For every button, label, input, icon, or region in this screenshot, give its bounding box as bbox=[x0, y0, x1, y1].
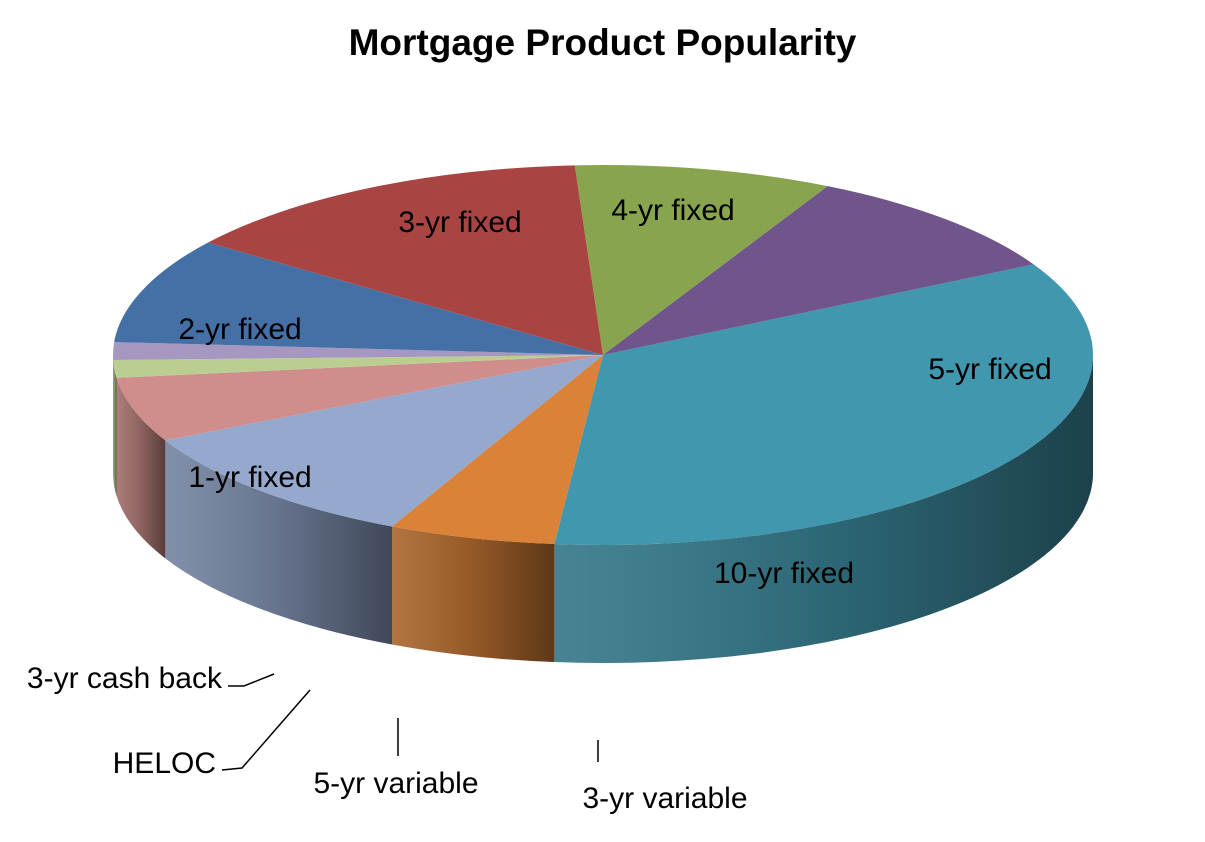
pie-slice-heloc bbox=[113, 355, 603, 378]
pie-slice-5-yr-variable bbox=[116, 355, 604, 441]
slice-label-heloc: HELOC bbox=[113, 747, 216, 780]
pie-side-shade-5-yr-fixed bbox=[554, 355, 1093, 663]
pie-side-shade-5-yr-variable bbox=[116, 377, 166, 559]
slice-label-10-yr-fixed: 10-yr fixed bbox=[714, 557, 854, 590]
pie-side-shade-10-yr-fixed bbox=[392, 526, 555, 663]
leader-line-3-yr-cash-back bbox=[228, 673, 275, 687]
pie-slice-10-yr-fixed bbox=[392, 355, 603, 545]
pie-slice-3-yr-variable bbox=[165, 355, 603, 527]
pie-side-shade-heloc bbox=[113, 359, 117, 496]
pie-slice-1-yr-fixed bbox=[114, 242, 603, 355]
slice-label-4-yr-fixed: 4-yr fixed bbox=[611, 194, 734, 227]
pie-labels: 5-yr fixed 10-yr fixed 3-yr variable 5-yr v… bbox=[27, 194, 1052, 815]
slice-label-3-yr-cash-back: 3-yr cash back bbox=[27, 662, 223, 695]
slice-label-3-yr-fixed: 3-yr fixed bbox=[398, 206, 521, 239]
pie-slice-3-yr-cash-back bbox=[112, 342, 603, 360]
slice-label-2-yr-fixed: 2-yr fixed bbox=[178, 313, 301, 346]
leader-line-heloc bbox=[221, 689, 311, 771]
pie-sides bbox=[113, 355, 1093, 663]
pie-side-shade-3-yr-variable bbox=[165, 440, 393, 645]
chart-title: Mortgage Product Popularity bbox=[348, 22, 857, 63]
pie-tops bbox=[112, 165, 1093, 545]
slice-label-3-yr-variable: 3-yr variable bbox=[582, 782, 747, 815]
pie-slice-3-yr-fixed bbox=[574, 165, 828, 355]
slice-label-1-yr-fixed: 1-yr fixed bbox=[188, 461, 311, 494]
pie-slice-2-yr-fixed bbox=[208, 165, 603, 355]
slice-label-5-yr-variable: 5-yr variable bbox=[313, 767, 478, 800]
slice-label-5-yr-fixed: 5-yr fixed bbox=[928, 353, 1051, 386]
pie-slice-4-yr-fixed bbox=[603, 186, 1034, 355]
pie-slice-5-yr-fixed bbox=[554, 264, 1093, 545]
